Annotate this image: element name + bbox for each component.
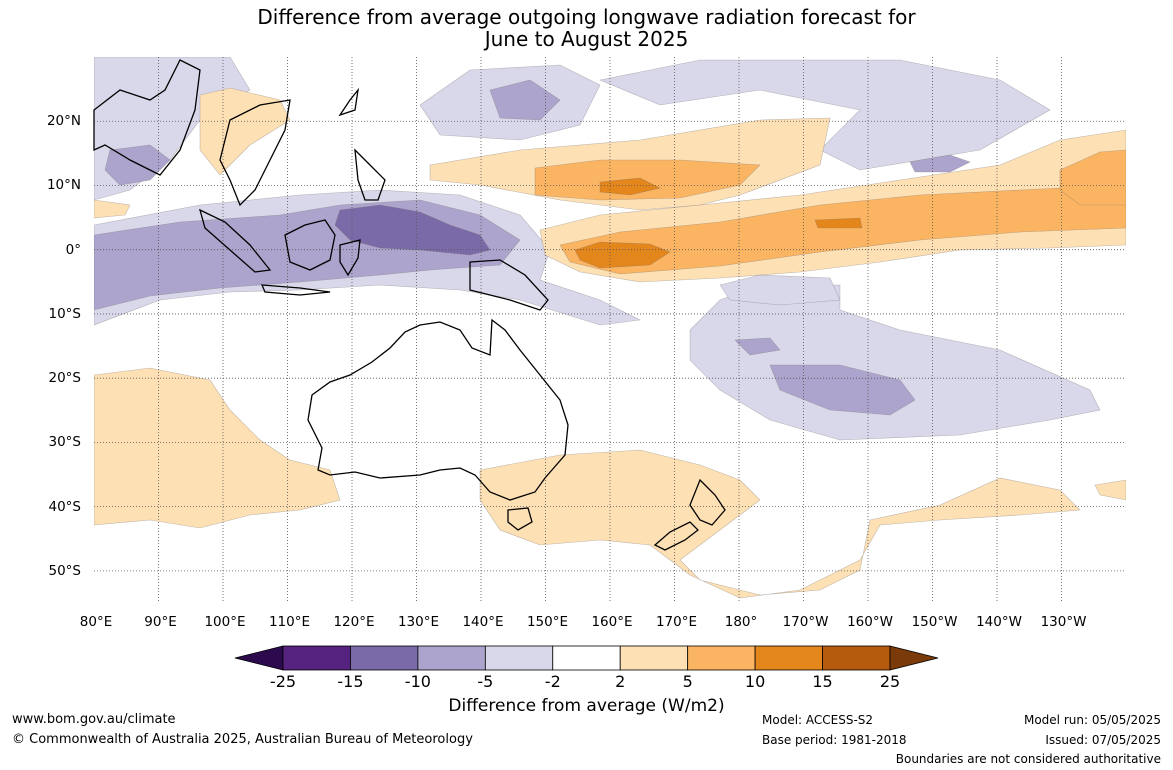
region-neg-mid-south-pacific: [769, 364, 916, 416]
australia-coastline: [307, 318, 569, 501]
footer-model: Model: ACCESS-S2: [762, 713, 874, 727]
colorbar-tick-label: 10: [744, 672, 766, 691]
region-pos-light-southern-ocean-c: [479, 449, 1081, 599]
region-pos-light-southeast-asia: [199, 87, 291, 176]
region-neg-mid-pacific-nw: [489, 79, 561, 121]
colorbar-tick-label: 5: [682, 672, 693, 691]
region-pos-light-southern-ocean-e: [1094, 479, 1126, 501]
new-guinea-coastline: [469, 259, 549, 311]
footer-disclaimer: Boundaries are not considered authoritat…: [895, 752, 1161, 766]
longitude-label: 110°E: [268, 614, 311, 630]
map-title-line1: Difference from average outgoing longwav…: [257, 5, 916, 29]
colorbar-tick-label: -10: [404, 672, 431, 691]
region-pos-mid-east: [1059, 149, 1126, 206]
latitude-label: 10°N: [46, 177, 81, 194]
footer-model-run: Model run: 05/05/2025: [1023, 713, 1161, 727]
colorbar-tick-label: 15: [812, 672, 833, 691]
region-pos-core-equatorial: [574, 241, 671, 269]
region-neg-light-n-pacific: [598, 59, 1051, 171]
region-pos-light-nw-corner: [94, 199, 131, 219]
longitude-label: 150°E: [526, 614, 569, 630]
region-pos-mid-equatorial: [559, 184, 1126, 275]
longitude-label: 140°W: [976, 614, 1022, 630]
new-zealand-coastline: [653, 478, 726, 551]
latitude-label: 10°S: [48, 305, 82, 322]
region-neg-dark-indonesia: [334, 204, 491, 256]
region-neg-light-spcz: [689, 284, 1101, 441]
footer-base-period: Base period: 1981-2018: [762, 733, 907, 747]
colorbar-tick-label: -5: [477, 672, 494, 691]
colorbar-label: Difference from average (W/m2): [448, 696, 725, 716]
colorbar-tick-label: -25: [269, 672, 297, 691]
latitude-label: 0°: [65, 241, 81, 258]
longitude-label: 160°W: [847, 614, 893, 630]
longitude-label: 130°W: [1040, 614, 1087, 630]
sumatra-coastline: [198, 208, 272, 273]
colorbar-tick-label: 2: [615, 672, 626, 691]
latitude-label: 30°S: [48, 434, 82, 451]
region-neg-light-central: [719, 274, 841, 306]
region-pos-light-southern-ocean-w: [94, 367, 341, 529]
footer-website: www.bom.gov.au/climate: [12, 712, 176, 727]
region-pos-core-north: [599, 177, 661, 196]
japan-coastline: [338, 87, 360, 117]
region-neg-mid-spcz-small: [734, 337, 781, 356]
anomaly-fields: [94, 57, 1126, 599]
longitude-label: 160°E: [591, 614, 633, 630]
latitude-label: 40°S: [48, 498, 82, 515]
longitude-label: 120°E: [333, 614, 375, 630]
java-coastline: [260, 284, 331, 296]
longitude-label: 180°: [724, 614, 758, 630]
longitude-label: 150°W: [911, 614, 958, 630]
coastlines: [93, 59, 726, 551]
footer-copyright: © Commonwealth of Australia 2025, Austra…: [12, 732, 473, 747]
longitude-label: 80°E: [79, 614, 113, 630]
tasmania-coastline: [507, 507, 533, 531]
map-title-line2: June to August 2025: [484, 27, 689, 51]
latitude-label: 50°S: [48, 562, 82, 579]
borneo-coastline: [284, 219, 336, 271]
gridlines: [94, 57, 1126, 603]
latitude-label: 20°N: [46, 113, 81, 130]
longitude-label: 170°W: [782, 614, 829, 630]
longitude-label: 170°E: [655, 614, 698, 630]
region-pos-mid-north-band: [534, 159, 761, 201]
indochina-coastline: [219, 99, 291, 207]
colorbar-tick-label: -15: [337, 672, 364, 691]
longitude-label: 100°E: [204, 614, 246, 630]
colorbar-tick-label: -2: [544, 672, 561, 691]
region-neg-mid-hawaii: [909, 154, 971, 173]
footer-issued: Issued: 07/05/2025: [1045, 733, 1161, 747]
longitude-label: 90°E: [144, 614, 177, 630]
colorbar-tick-label: 25: [879, 672, 901, 691]
sulawesi-coastline: [339, 239, 361, 277]
region-pos-core-central: [814, 217, 863, 229]
longitude-label: 130°E: [397, 614, 440, 630]
latitude-label: 20°S: [48, 370, 82, 387]
india-coastline: [93, 59, 201, 176]
philippines-coastline: [354, 148, 386, 201]
longitude-label: 140°E: [462, 614, 504, 630]
